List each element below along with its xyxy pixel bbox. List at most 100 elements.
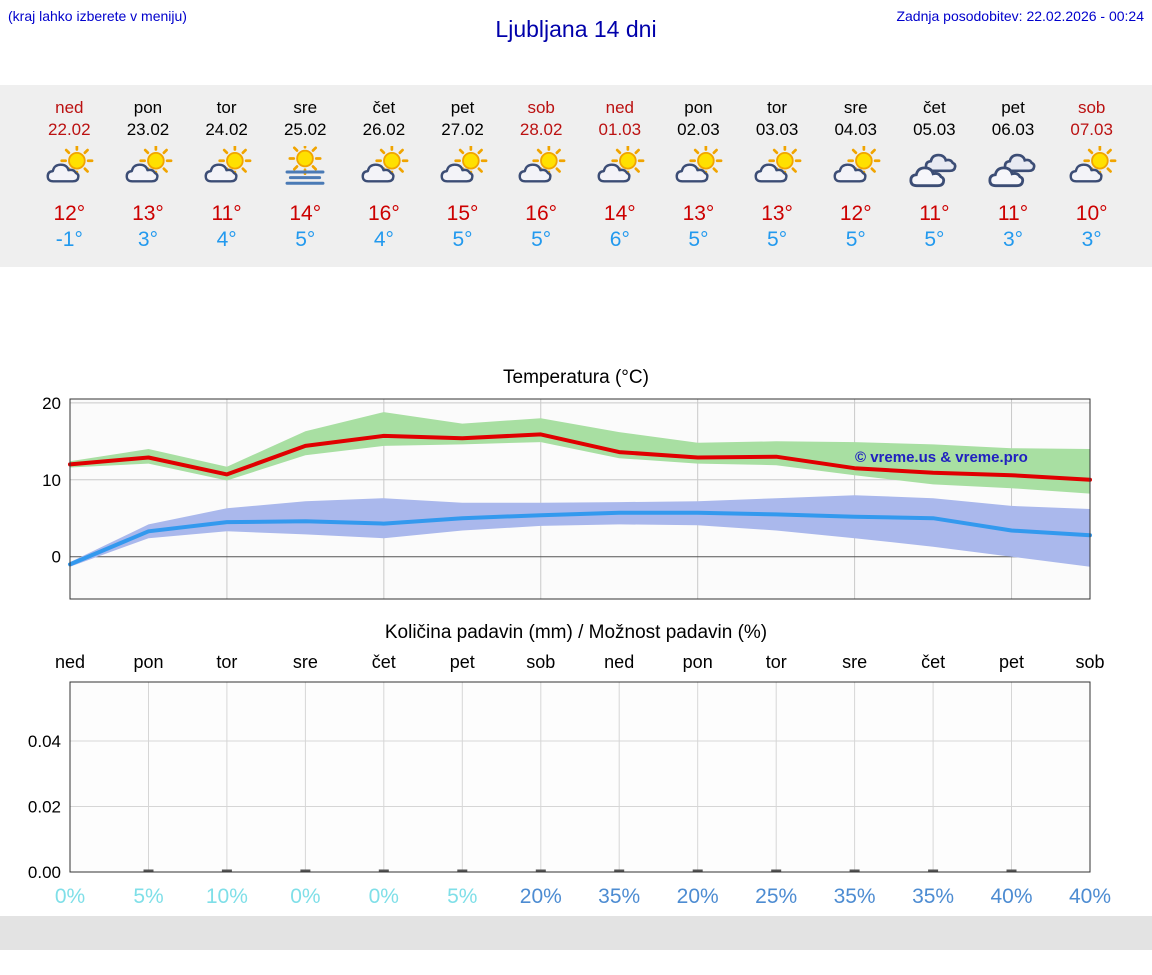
day-name: sob [527,98,555,117]
svg-text:pon: pon [133,652,163,672]
precip-probability: 40% [1069,885,1111,908]
day-name: sre [293,98,318,117]
day-date: 22.02 [48,120,91,139]
precip-probability: 40% [990,885,1032,908]
temperature-chart: 0 10 20 © vreme.us & vreme.pro [42,394,1092,600]
day-column: sob 28.02 16° 5° [502,97,581,253]
day-column: sre 04.03 12° 5° [816,97,895,253]
location-menu-hint: (kraj lahko izberete v meniju) [8,8,187,24]
high-temp: 12° [839,202,872,225]
day-date: 05.03 [913,120,956,139]
precipitation-chart: ned pon tor sre čet pet sob ned pon tor sre čet pet s… [28,652,1111,908]
high-temp: 14° [603,202,636,225]
weather-icon-cloudy [895,141,974,196]
precip-probability: 35% [834,885,876,908]
day-date: 07.03 [1070,120,1113,139]
day-date: 24.02 [205,120,248,139]
precip-probability: 35% [912,885,954,908]
day-column: ned 22.02 12° -1° [30,97,109,253]
svg-text:pon: pon [683,652,713,672]
weather-icon-partly-cloudy [30,141,109,196]
low-temp: 5° [845,228,866,251]
low-temp: 6° [609,228,630,251]
bottom-bar [0,916,1152,950]
day-name: čet [372,98,396,117]
svg-text:čet: čet [921,652,945,672]
weather-icon-partly-cloudy [502,141,581,196]
day-column: pon 23.02 13° 3° [109,97,188,253]
day-date: 04.03 [834,120,877,139]
high-temp: 16° [368,202,400,225]
svg-text:sob: sob [526,652,555,672]
svg-text:tor: tor [216,652,237,672]
day-date: 26.02 [362,120,406,139]
precip-probability: 35% [598,885,640,908]
svg-text:pet: pet [999,652,1024,672]
svg-text:20: 20 [42,394,61,413]
page-title: Ljubljana 14 dni [495,16,657,42]
precip-probability: 10% [206,885,248,908]
high-temp: 16° [525,202,558,225]
weather-icon-partly-cloudy [580,141,659,196]
precip-probability: 20% [520,885,562,908]
low-temp: 3° [1002,228,1024,251]
high-temp: 12° [53,202,86,225]
precip-probability: 20% [677,885,719,908]
day-name: pon [684,98,713,117]
day-strip: ned 22.02 12° -1° pon 23.02 13° 3° tor 24.02 11° 4°… [0,85,1152,267]
precip-probability: 0% [55,885,85,908]
day-column: čet 05.03 11° 5° [895,97,974,253]
precipitation-chart-title: Količina padavin (mm) / Možnost padavin … [384,622,768,643]
day-column: ned 01.03 14° 6° [580,97,659,253]
weather-icon-fog-sun [266,141,345,196]
weather-icon-partly-cloudy [738,141,817,196]
day-column: pon 02.03 13° 5° [659,97,738,253]
day-name: tor [216,98,237,117]
weather-icon-partly-cloudy [423,141,502,196]
weather-icon-partly-cloudy [109,141,188,196]
precip-probability: 5% [133,885,163,908]
svg-text:tor: tor [766,652,787,672]
svg-text:sre: sre [842,652,867,672]
low-temp: 4° [216,228,237,251]
day-date: 28.02 [519,120,563,139]
low-temp: 4° [373,228,394,251]
day-date: 02.03 [677,120,720,139]
weather-icon-partly-cloudy [1052,141,1131,196]
temperature-chart-title: Temperatura (°C) [503,367,649,388]
day-column: tor 24.02 11° 4° [187,97,266,253]
high-temp: 15° [446,202,479,225]
high-temp: 13° [132,202,164,225]
svg-text:10: 10 [42,471,61,490]
low-temp: -1° [55,228,83,251]
low-temp: 3° [137,228,158,251]
svg-text:sob: sob [1075,652,1104,672]
low-temp: 5° [452,228,473,251]
day-date: 27.02 [441,120,484,139]
day-column: sob 07.03 10° 3° [1052,97,1131,253]
low-temp: 5° [295,228,316,251]
svg-text:pet: pet [450,652,475,672]
svg-text:0.00: 0.00 [28,863,61,882]
low-temp: 5° [924,228,945,251]
low-temp: 5° [531,228,552,251]
day-name: čet [923,98,946,117]
weather-icon-partly-cloudy [816,141,895,196]
day-column: pet 06.03 11° 3° [974,97,1053,253]
low-temp: 5° [688,228,709,251]
day-name: pet [450,98,475,117]
precip-probability: 0% [369,885,399,908]
svg-text:sre: sre [293,652,318,672]
watermark: © vreme.us & vreme.pro [855,449,1028,466]
svg-text:0: 0 [52,548,61,567]
day-name: ned [55,98,84,117]
high-temp: 11° [211,202,242,225]
high-temp: 13° [761,202,793,225]
low-temp: 3° [1081,228,1102,251]
high-temp: 11° [919,202,950,225]
weather-icon-partly-cloudy [187,141,266,196]
weather-icon-partly-cloudy [345,141,424,196]
precip-probability: 5% [447,885,477,908]
high-temp: 14° [289,202,322,225]
day-date: 25.02 [283,120,327,139]
